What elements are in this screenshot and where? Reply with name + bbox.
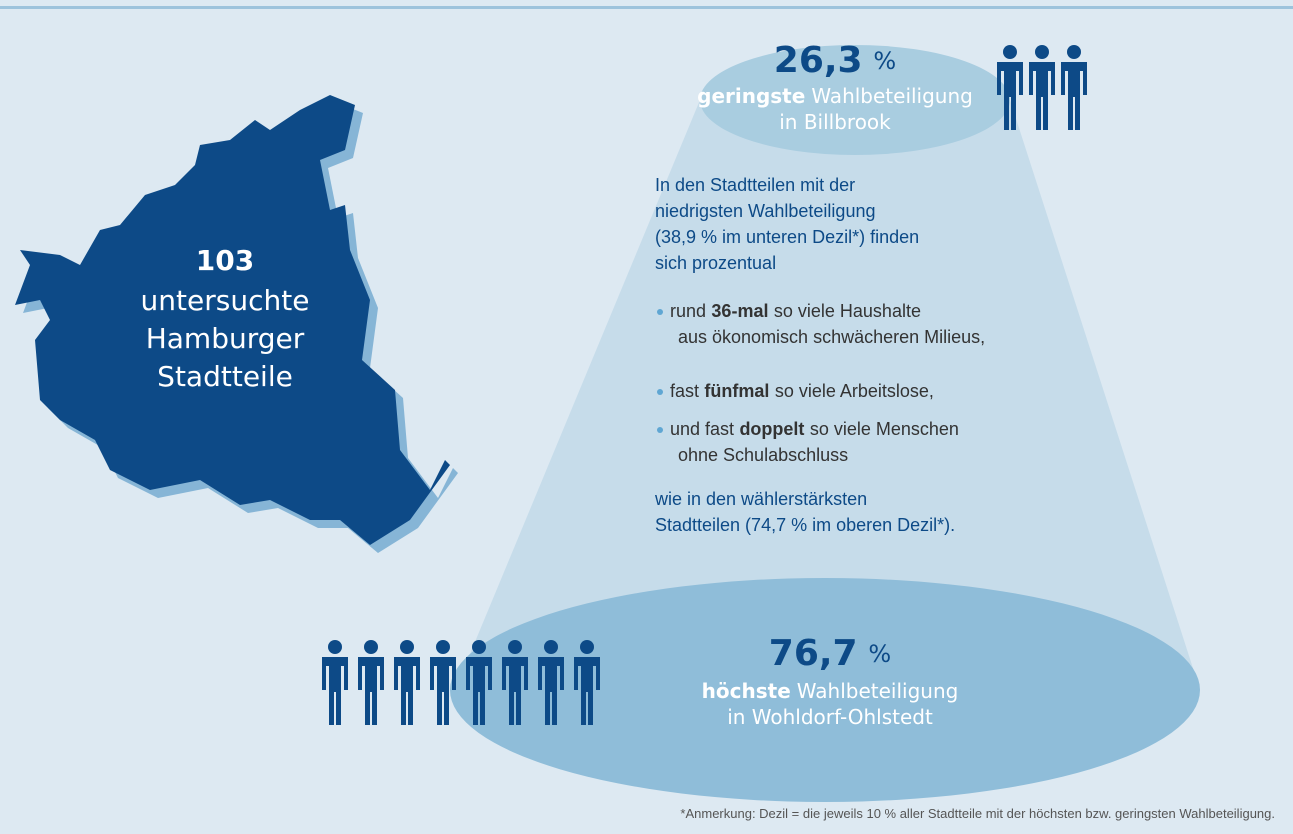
bottom-ellipse — [450, 578, 1200, 802]
top-place-part: in Billbrook — [779, 110, 891, 134]
bullet-line-part: fast — [670, 381, 699, 401]
intro-line-part: In den Stadtteilen mit der — [655, 175, 855, 195]
bullet-dot — [657, 309, 663, 315]
bullet-line-part: rund — [670, 301, 706, 321]
bottom-place: in Wohldorf-Ohlstedt — [727, 705, 933, 729]
cone — [455, 100, 1200, 690]
bullet-line: und fast doppelt so viele Menschen — [670, 419, 959, 439]
map-count-part: 103 — [196, 244, 254, 277]
top-label-part: geringste — [697, 84, 805, 108]
closing-line-part: Stadtteilen (74,7 % im oberen Dezil*). — [655, 515, 955, 535]
top-rule — [0, 6, 1293, 9]
intro-line-part: (38,9 % im unteren Dezil*) finden — [655, 227, 919, 247]
bullet-line-part: doppelt — [739, 419, 804, 439]
map-count: 103 — [196, 244, 254, 277]
closing-line: Stadtteilen (74,7 % im oberen Dezil*). — [655, 515, 955, 535]
bullet-line-part: so viele Menschen — [810, 419, 959, 439]
bottom-place-part: in Wohldorf-Ohlstedt — [727, 705, 933, 729]
top-place: in Billbrook — [779, 110, 891, 134]
intro-line-part: sich prozentual — [655, 253, 776, 273]
intro-line-part: niedrigsten Wahlbeteiligung — [655, 201, 875, 221]
bottom-label: höchste Wahlbeteiligung — [702, 679, 959, 703]
top-ellipse — [700, 45, 1010, 155]
top-label-part: Wahlbeteiligung — [811, 84, 973, 108]
bottom-value-part: 76,7 — [769, 633, 858, 674]
footnote: *Anmerkung: Dezil = die jeweils 10 % all… — [680, 806, 1275, 821]
bullet-line-part: ohne Schulabschluss — [678, 445, 848, 465]
bullet-line: aus ökonomisch schwächeren Milieus, — [678, 327, 985, 347]
bullet-line-part: fünfmal — [704, 381, 769, 401]
map-line-part: Stadtteile — [157, 360, 293, 393]
bullet-line-part: so viele Arbeitslose, — [775, 381, 934, 401]
bullet-line: fast fünfmal so viele Arbeitslose, — [670, 381, 934, 401]
intro-line: In den Stadtteilen mit der — [655, 175, 855, 195]
top-label: geringste Wahlbeteiligung — [697, 84, 973, 108]
footnote-part: *Anmerkung: Dezil = die jeweils 10 % all… — [680, 806, 1275, 821]
map-line-part: untersuchte — [141, 284, 310, 317]
bullet-line-part: so viele Haushalte — [774, 301, 921, 321]
bullet-line: rund 36-mal so viele Haushalte — [670, 301, 921, 321]
bottom-label-part: Wahlbeteiligung — [797, 679, 959, 703]
map-line: Stadtteile — [157, 360, 293, 393]
intro-line: niedrigsten Wahlbeteiligung — [655, 201, 875, 221]
intro-line: sich prozentual — [655, 253, 776, 273]
closing-line: wie in den wählerstärksten — [654, 489, 867, 509]
bullet-line-part: aus ökonomisch schwächeren Milieus, — [678, 327, 985, 347]
closing-line-part: wie in den wählerstärksten — [654, 489, 867, 509]
bottom-label-part: höchste — [702, 679, 791, 703]
top-value-part: 26,3 — [774, 40, 863, 81]
top-value: 26,3% — [774, 40, 896, 81]
top-value-part: % — [873, 47, 896, 75]
map-line-part: Hamburger — [146, 322, 305, 355]
map-line: untersuchte — [141, 284, 310, 317]
bullet-dot — [657, 389, 663, 395]
bottom-value: 76,7% — [769, 633, 891, 674]
bullet-line-part: 36-mal — [711, 301, 768, 321]
bullet-line-part: und fast — [670, 419, 734, 439]
map-line: Hamburger — [146, 322, 305, 355]
bullet-line: ohne Schulabschluss — [678, 445, 848, 465]
bottom-value-part: % — [868, 640, 891, 668]
intro-line: (38,9 % im unteren Dezil*) finden — [655, 227, 919, 247]
bullet-dot — [657, 427, 663, 433]
